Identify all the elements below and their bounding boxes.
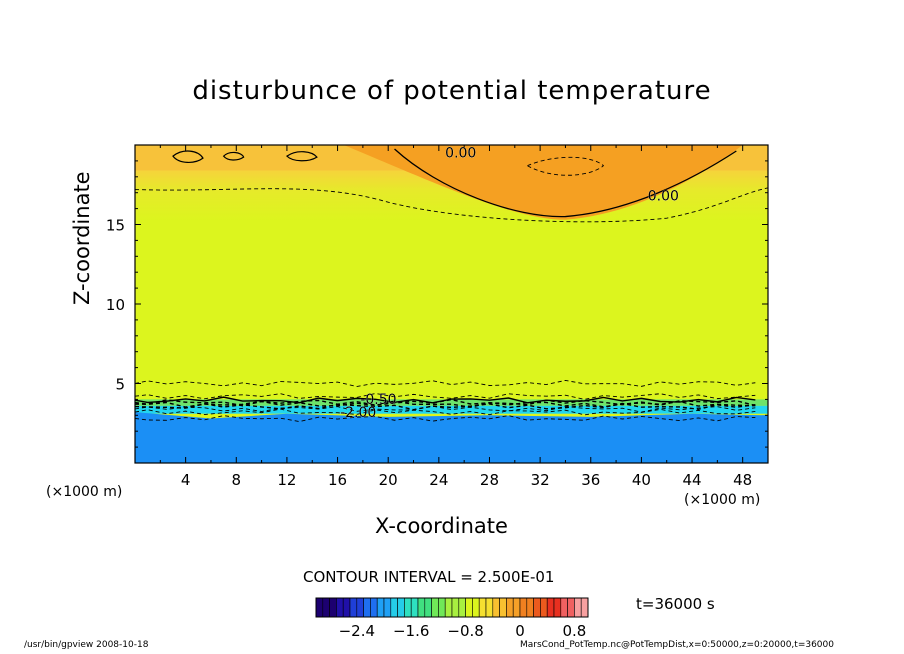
y-tick-label: 15 bbox=[106, 217, 125, 235]
colorbar-tick-label: 0 bbox=[515, 622, 525, 640]
colorbar-cell bbox=[349, 597, 358, 618]
colorbar-cell bbox=[567, 597, 575, 618]
colorbar-cell bbox=[580, 597, 589, 618]
colorbar-cell bbox=[322, 597, 330, 618]
contour-label: -2.00 bbox=[340, 405, 376, 421]
contour-zero-islands bbox=[172, 150, 318, 163]
x-axis-label: X-coordinate bbox=[375, 514, 508, 538]
colorbar-cell bbox=[417, 597, 426, 618]
field-green-band bbox=[135, 399, 768, 406]
colorbar-cell bbox=[397, 597, 405, 618]
colorbar-cell bbox=[560, 597, 568, 618]
colorbar-cell bbox=[356, 597, 364, 618]
contour-interval: CONTOUR INTERVAL = 2.500E-01 bbox=[303, 568, 555, 586]
x-tick-label: 16 bbox=[328, 471, 347, 489]
field-blue-layer bbox=[135, 412, 768, 463]
x-tick-label: 24 bbox=[429, 471, 448, 489]
colorbar-cell bbox=[546, 597, 555, 618]
x-tick-label: 48 bbox=[733, 471, 752, 489]
field-warm-bulge bbox=[343, 145, 743, 220]
colorbar-cell bbox=[499, 597, 507, 618]
colorbar-cell bbox=[533, 597, 541, 618]
x-tick-label: 36 bbox=[581, 471, 600, 489]
x-axis: 4 8 12 16 20 24 28 32 36 40 44 48 bbox=[159, 145, 769, 489]
colorbar-cell bbox=[492, 597, 500, 618]
colorbar-cell bbox=[336, 597, 344, 618]
contour-lower-6 bbox=[135, 405, 756, 413]
contour-dashed-core bbox=[526, 156, 605, 176]
contour-lower-0 bbox=[135, 379, 756, 387]
colorbar-cell bbox=[424, 597, 432, 618]
chart-title: disturbunce of potential temperature bbox=[192, 76, 712, 106]
colorbar-cell bbox=[404, 597, 412, 618]
colorbar-tick-label: 0.8 bbox=[562, 622, 586, 640]
contour-label: -0.50 bbox=[360, 392, 396, 408]
y-axis: 5 10 15 bbox=[106, 160, 768, 448]
x-tick-label: 40 bbox=[632, 471, 651, 489]
colorbar-cell bbox=[458, 597, 466, 618]
colorbar-cell bbox=[410, 597, 419, 618]
footer-left: /usr/bin/gpview 2008-10-18 bbox=[24, 640, 149, 650]
contour-label: 0.00 bbox=[445, 146, 476, 162]
x-tick-label: 44 bbox=[682, 471, 701, 489]
heatmap-field bbox=[135, 145, 768, 463]
colorbar-cell bbox=[512, 597, 521, 618]
colorbar-frame bbox=[315, 597, 589, 618]
colorbar-tick-label: −0.8 bbox=[447, 622, 483, 640]
colorbar-cell bbox=[370, 597, 378, 618]
colorbar-cell bbox=[342, 597, 351, 618]
contour-lower-5 bbox=[135, 402, 756, 411]
contour-lines bbox=[135, 148, 768, 423]
x-tick-label: 4 bbox=[181, 471, 191, 489]
colorbar-cell bbox=[376, 597, 385, 618]
contour-labels: 0.00 0.00 -2.00-0.50 bbox=[340, 146, 679, 421]
colorbar-cell bbox=[574, 597, 582, 618]
colorbar-cell bbox=[383, 597, 392, 618]
colorbar-cell bbox=[444, 597, 453, 618]
contour-zero-main bbox=[394, 148, 737, 218]
contour-lower-8 bbox=[135, 415, 756, 423]
contour-lower-7 bbox=[135, 408, 756, 416]
x-tick-label: 28 bbox=[480, 471, 499, 489]
colorbar-cell bbox=[519, 597, 528, 618]
colorbar-cell bbox=[540, 597, 548, 618]
contour-lower-1 bbox=[135, 393, 756, 400]
x-unit-left: (×1000 m) bbox=[46, 484, 123, 500]
x-tick-label: 12 bbox=[277, 471, 296, 489]
colorbar-cell bbox=[526, 597, 534, 618]
colorbar-tick-label: −1.6 bbox=[393, 622, 429, 640]
contour-lower-4 bbox=[135, 400, 756, 408]
colorbar-cell bbox=[465, 597, 473, 618]
contour-label: 0.00 bbox=[648, 189, 679, 205]
colorbar-cell bbox=[451, 597, 460, 618]
colorbar-cell bbox=[472, 597, 480, 618]
colorbar-cell bbox=[478, 597, 487, 618]
x-tick-label: 20 bbox=[379, 471, 398, 489]
y-axis-label: Z-coordinate bbox=[70, 171, 94, 305]
field-cyan-band bbox=[135, 405, 768, 414]
colorbar-tick-label: −2.4 bbox=[339, 622, 375, 640]
colorbar-cell bbox=[329, 597, 337, 618]
contour-dashed-upper bbox=[135, 187, 768, 223]
footer-right: MarsCond_PotTemp.nc@PotTempDist,x=0:5000… bbox=[520, 640, 834, 650]
x-tick-label: 8 bbox=[232, 471, 242, 489]
colorbar-cell bbox=[553, 597, 562, 618]
colorbar-cell bbox=[431, 597, 439, 618]
colorbar-cell bbox=[506, 597, 514, 618]
colorbar-cell bbox=[438, 597, 446, 618]
colorbar: −2.4 −1.6 −0.8 0 0.8 bbox=[315, 597, 589, 640]
colorbar-cell bbox=[315, 597, 324, 618]
x-tick-label: 32 bbox=[531, 471, 550, 489]
y-tick-label: 10 bbox=[106, 296, 125, 314]
colorbar-cell bbox=[485, 597, 494, 618]
colorbar-cell bbox=[390, 597, 398, 618]
time-stamp: t=36000 s bbox=[636, 595, 715, 613]
colorbar-cell bbox=[363, 597, 371, 618]
y-tick-label: 5 bbox=[115, 376, 125, 394]
x-unit-right: (×1000 m) bbox=[684, 492, 761, 508]
